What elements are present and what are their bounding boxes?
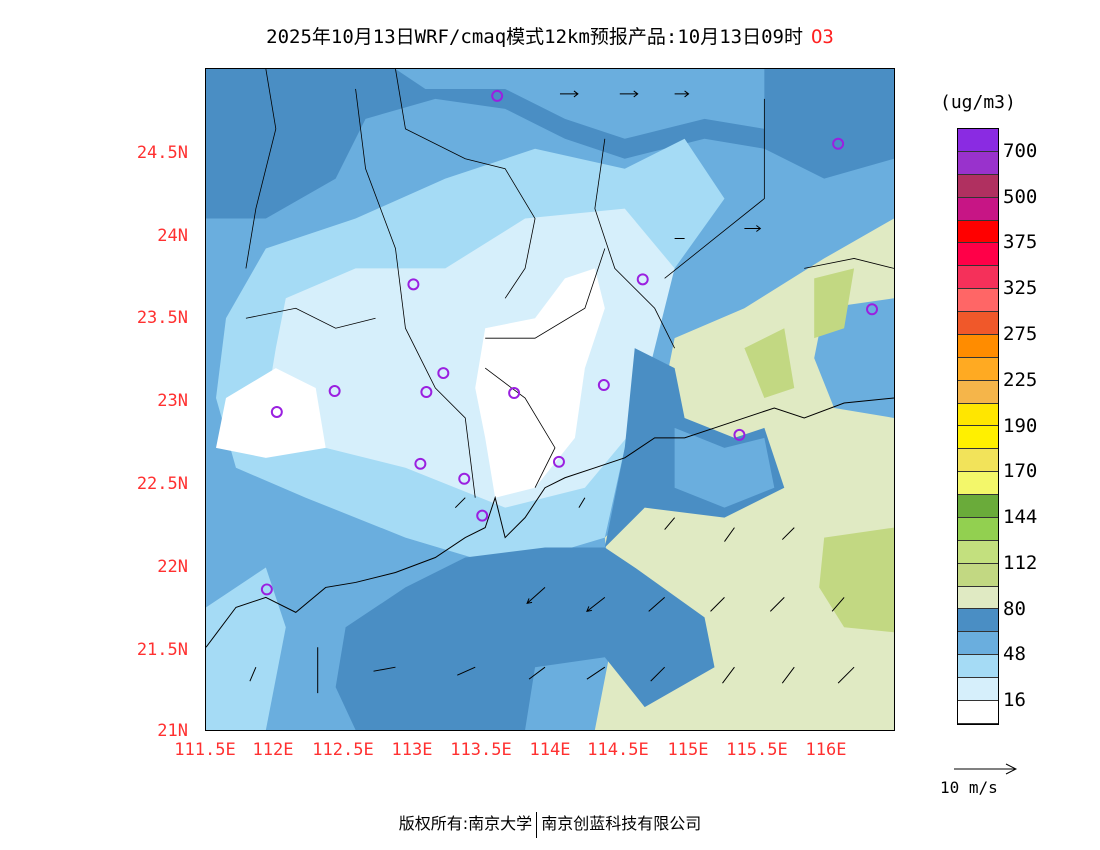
lat-label: 22.5N — [136, 474, 188, 494]
vector-label: 10 m/s — [940, 778, 998, 797]
legend-swatch — [958, 220, 998, 244]
lon-label: 114E — [529, 740, 571, 760]
lat-label: 21N — [157, 721, 188, 741]
legend-swatch — [958, 151, 998, 175]
legend-label: 170 — [1003, 460, 1038, 483]
legend-label: 275 — [1003, 322, 1038, 345]
coastline — [206, 397, 894, 648]
lon-label: 116E — [805, 740, 847, 760]
legend-swatch — [958, 472, 998, 495]
light-blue-sw — [206, 567, 286, 730]
lon-label: 112.5E — [312, 740, 374, 760]
legend-unit: (ug/m3) — [940, 92, 1016, 113]
legend-swatch — [958, 700, 998, 724]
lat-label: 23N — [157, 391, 188, 411]
copyright-footer: 版权所有:南京大学 南京创蓝科技有限公司 — [0, 810, 1100, 838]
legend-swatch — [958, 449, 998, 473]
legend-swatch — [958, 563, 998, 587]
legend-swatch — [958, 334, 998, 358]
lat-label: 21.5N — [136, 640, 188, 660]
legend-swatch — [958, 266, 998, 290]
lon-label: 115.5E — [726, 740, 788, 760]
lat-label: 24.5N — [136, 143, 188, 163]
legend-swatch — [958, 495, 998, 518]
legend-swatch — [958, 312, 998, 335]
lon-label: 114.5E — [587, 740, 649, 760]
lat-label: 24N — [157, 226, 188, 246]
footer-right: 南京创蓝科技有限公司 — [541, 814, 702, 833]
legend-label: 48 — [1003, 643, 1026, 666]
legend-swatch — [958, 540, 998, 564]
legend-label: 225 — [1003, 368, 1038, 391]
legend-swatch — [958, 426, 998, 450]
mid-blue-east — [674, 298, 894, 508]
color-scale-bar — [957, 128, 999, 725]
green-patch — [744, 268, 894, 633]
legend-swatch — [958, 197, 998, 221]
legend-swatch — [958, 357, 998, 381]
lon-label: 112E — [252, 740, 294, 760]
admin-boundaries — [245, 69, 894, 498]
legend-swatch — [958, 678, 998, 701]
lat-label: 22N — [157, 557, 188, 577]
legend-swatch — [958, 403, 998, 427]
legend-label: 500 — [1003, 185, 1038, 208]
lat-label: 23.5N — [136, 308, 188, 328]
lon-label: 113.5E — [450, 740, 512, 760]
species-label: O3 — [810, 26, 834, 48]
legend-swatch — [958, 380, 998, 404]
lon-label: 111.5E — [174, 740, 236, 760]
legend-swatch — [958, 289, 998, 312]
o3-concentration-map — [205, 68, 895, 731]
title-text: 2025年10月13日WRF/cmaq模式12km预报产品:10月13日09时 — [266, 26, 803, 48]
legend-label: 190 — [1003, 414, 1038, 437]
mid-blue-n — [395, 69, 765, 139]
legend-label: 80 — [1003, 597, 1026, 620]
legend-label: 375 — [1003, 231, 1038, 254]
legend-swatch — [958, 586, 998, 610]
dark-blue-coast — [335, 348, 785, 730]
map-title: 2025年10月13日WRF/cmaq模式12km预报产品:10月13日09时 O… — [0, 22, 1100, 49]
legend-swatch — [958, 517, 998, 541]
legend-swatch — [958, 243, 998, 267]
legend-swatch — [958, 129, 998, 152]
wind-arrows — [249, 90, 855, 694]
footer-left: 版权所有:南京大学 — [398, 814, 533, 833]
monitoring-stations — [260, 89, 879, 596]
legend-label: 144 — [1003, 506, 1038, 529]
legend-label: 700 — [1003, 139, 1038, 162]
legend-label: 112 — [1003, 551, 1038, 574]
wind-vector-reference: 10 m/s — [940, 762, 1022, 797]
lon-label: 113E — [391, 740, 433, 760]
white-core — [216, 268, 605, 498]
legend-swatch — [958, 174, 998, 198]
legend-swatch — [958, 609, 998, 633]
lon-label: 115E — [667, 740, 709, 760]
legend-label: 16 — [1003, 689, 1026, 712]
legend-swatch — [958, 632, 998, 656]
reference-arrow-icon — [954, 763, 1018, 775]
legend-label: 325 — [1003, 277, 1038, 300]
legend-swatch — [958, 655, 998, 678]
